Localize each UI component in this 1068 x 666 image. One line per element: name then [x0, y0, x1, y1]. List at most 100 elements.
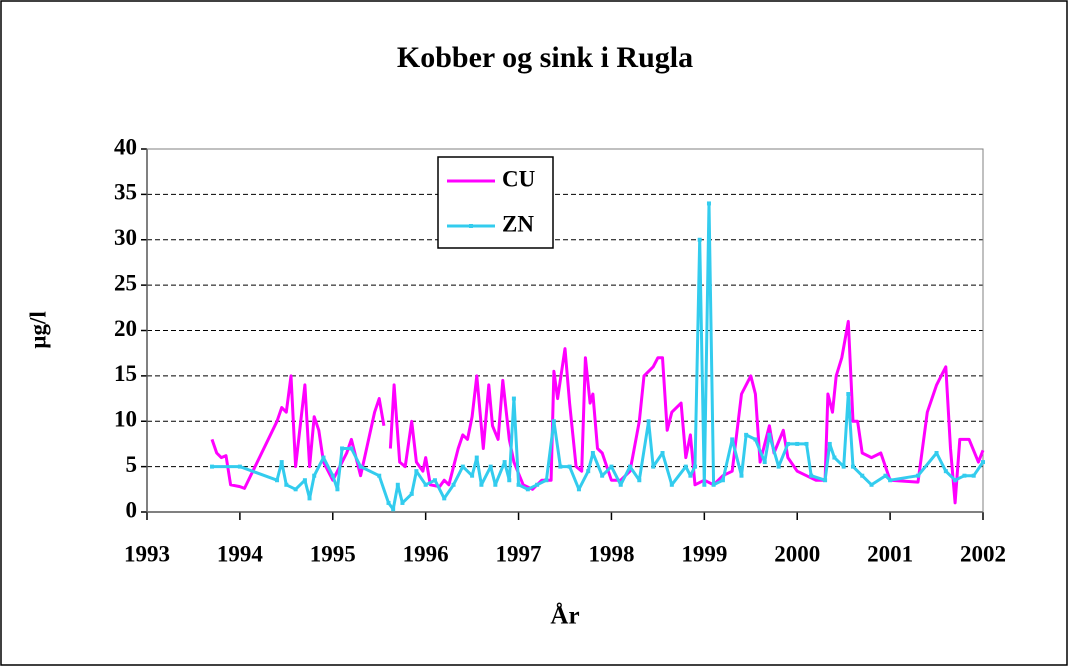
point-marker [210, 464, 215, 469]
point-marker [711, 482, 716, 487]
point-marker [284, 482, 289, 487]
point-marker [321, 455, 326, 460]
x-tick-label: 1997 [496, 541, 542, 566]
point-marker [823, 478, 828, 483]
point-marker [883, 473, 888, 478]
plot-border [146, 148, 984, 513]
chart-title: Kobber og sink i Rugla [397, 41, 693, 74]
series-line [210, 319, 985, 505]
point-marker [395, 482, 400, 487]
legend-marker [469, 224, 473, 228]
y-tick-label: 30 [114, 225, 137, 250]
point-marker [841, 464, 846, 469]
point-marker [915, 473, 920, 478]
point-marker [739, 473, 744, 478]
point-marker [683, 464, 688, 469]
point-marker [744, 432, 749, 437]
point-marker [850, 464, 855, 469]
point-marker [943, 469, 948, 474]
point-marker [279, 460, 284, 465]
x-axis-label: År [550, 602, 579, 630]
point-marker [971, 473, 976, 478]
point-marker [237, 464, 242, 469]
point-marker [330, 473, 335, 478]
point-marker [488, 464, 493, 469]
point-marker [409, 491, 414, 496]
point-marker [693, 464, 698, 469]
point-marker [669, 482, 674, 487]
point-marker [953, 478, 958, 483]
point-marker [358, 464, 363, 469]
point-marker [804, 441, 809, 446]
point-marker [809, 473, 814, 478]
x-tick-label: 1996 [403, 541, 449, 566]
point-marker [860, 473, 865, 478]
point-marker [558, 464, 563, 469]
point-marker [414, 469, 419, 474]
point-marker [275, 478, 280, 483]
point-marker [753, 437, 758, 442]
point-marker [795, 441, 800, 446]
point-marker [832, 455, 837, 460]
point-marker [688, 473, 693, 478]
point-marker [590, 451, 595, 456]
y-tick-label: 0 [126, 497, 138, 522]
point-marker [470, 473, 475, 478]
point-marker [335, 487, 340, 492]
point-marker [869, 482, 874, 487]
x-tick-label: 2001 [867, 541, 913, 566]
point-marker [312, 473, 317, 478]
point-marker [340, 446, 345, 451]
point-marker [888, 478, 893, 483]
point-marker [567, 464, 572, 469]
point-marker [762, 460, 767, 465]
point-marker [293, 487, 298, 492]
point-marker [646, 419, 651, 424]
point-marker [386, 500, 391, 505]
point-marker [400, 500, 405, 505]
point-marker [349, 446, 354, 451]
legend-label: ZN [502, 211, 534, 236]
x-tick-label: 1998 [588, 541, 634, 566]
point-marker [609, 464, 614, 469]
point-marker [551, 419, 556, 424]
point-marker [377, 473, 382, 478]
x-tick-label: 2000 [774, 541, 820, 566]
point-marker [586, 469, 591, 474]
x-tick-label: 1995 [310, 541, 356, 566]
point-marker [628, 464, 633, 469]
point-marker [307, 496, 312, 501]
y-tick-label: 5 [126, 452, 138, 477]
point-marker [460, 464, 465, 469]
point-marker [776, 464, 781, 469]
point-marker [423, 482, 428, 487]
point-marker [730, 437, 735, 442]
x-tick-label: 1993 [124, 541, 170, 566]
point-marker [451, 482, 456, 487]
x-tick-label: 1994 [217, 541, 264, 566]
point-marker [516, 482, 521, 487]
y-tick-label: 10 [114, 407, 137, 432]
point-marker [720, 478, 725, 483]
point-marker [981, 460, 985, 465]
y-tick-label: 15 [114, 361, 137, 386]
point-marker [525, 487, 530, 492]
point-marker [827, 441, 832, 446]
point-marker [576, 487, 581, 492]
point-marker [474, 455, 479, 460]
point-marker [637, 478, 642, 483]
point-marker [651, 464, 656, 469]
y-tick-label: 40 [114, 134, 137, 159]
point-marker [785, 441, 790, 446]
point-marker [600, 473, 605, 478]
point-marker [706, 201, 711, 206]
point-marker [962, 473, 967, 478]
point-marker [767, 432, 772, 437]
point-marker [702, 482, 707, 487]
point-marker [391, 507, 396, 512]
point-marker [535, 482, 540, 487]
x-tick-label: 2002 [960, 541, 1006, 566]
point-marker [618, 482, 623, 487]
